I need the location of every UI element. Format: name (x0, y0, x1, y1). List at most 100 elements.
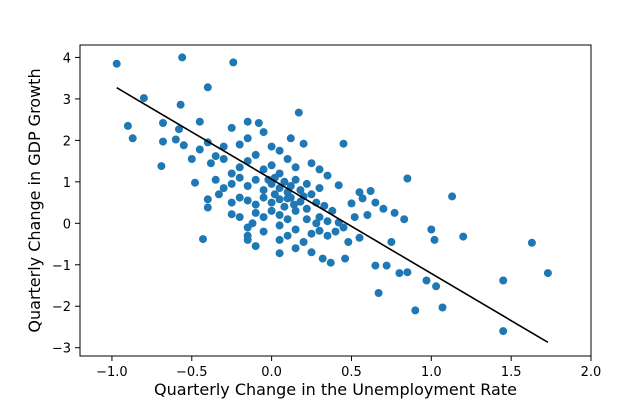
data-point (307, 190, 316, 199)
data-point (371, 261, 380, 270)
data-point (403, 174, 412, 183)
data-point (211, 152, 220, 161)
data-point (291, 244, 300, 253)
data-point (219, 184, 228, 193)
data-point (323, 217, 332, 226)
data-point (307, 229, 316, 238)
data-point (157, 162, 166, 171)
data-point (323, 231, 332, 240)
data-point (227, 210, 236, 219)
data-point (243, 196, 252, 205)
data-point (339, 223, 348, 232)
data-point (275, 249, 284, 258)
data-point (296, 197, 305, 206)
data-point (347, 199, 356, 208)
plot-frame (79, 44, 592, 357)
data-point (432, 282, 441, 291)
data-point (259, 227, 268, 236)
y-tick-label: 1 (63, 176, 71, 191)
data-point (390, 208, 399, 217)
data-point (411, 306, 420, 315)
x-axis-label: Quarterly Change in the Unemployment Rat… (154, 380, 517, 399)
data-point (123, 121, 132, 130)
data-point (219, 155, 228, 163)
data-point (422, 276, 431, 285)
data-point (296, 186, 305, 195)
data-point (291, 225, 300, 234)
data-point (259, 128, 268, 137)
data-point (203, 195, 212, 204)
data-point (275, 221, 284, 230)
x-tick-label: 1.5 (501, 365, 522, 380)
data-point (286, 182, 295, 190)
data-point (254, 119, 263, 127)
data-point (267, 161, 276, 170)
data-point (326, 258, 335, 267)
data-point (139, 94, 148, 103)
data-point (283, 215, 292, 224)
data-point (251, 200, 260, 209)
data-point (227, 123, 236, 132)
data-point (527, 238, 536, 247)
x-axis-ticks: −1.0 −0.5 0.0 0.5 1.0 1.5 2.0 (96, 356, 601, 380)
data-point (259, 165, 268, 174)
data-point (379, 204, 388, 213)
data-point (403, 268, 412, 277)
data-point (355, 233, 364, 242)
data-point (112, 59, 121, 68)
y-axis-label: Quarterly Change in GDP Growth (25, 68, 44, 332)
data-point (299, 139, 308, 148)
data-point (371, 198, 380, 207)
regression-line-group (116, 87, 549, 344)
data-point (307, 248, 316, 257)
y-tick-label: −1 (52, 259, 71, 274)
data-point (203, 203, 212, 212)
data-point (299, 238, 308, 246)
data-point (382, 261, 391, 270)
data-point (374, 289, 383, 297)
data-point (448, 192, 457, 201)
data-point (331, 227, 340, 236)
data-point (275, 235, 284, 244)
data-point (211, 175, 220, 184)
data-point (315, 226, 324, 235)
regression-line (116, 87, 549, 344)
x-tick-label: 0.0 (261, 365, 282, 380)
data-point (320, 201, 329, 210)
data-point (341, 254, 350, 263)
y-tick-label: 0 (63, 217, 71, 232)
data-point (387, 238, 396, 246)
data-point (291, 206, 300, 215)
data-point (195, 117, 204, 126)
data-point (302, 215, 311, 224)
data-point (267, 198, 276, 207)
data-point (206, 159, 215, 168)
data-point (358, 194, 367, 203)
data-point (229, 58, 238, 67)
y-tick-label: 4 (63, 51, 71, 66)
data-point (175, 125, 183, 134)
data-point (199, 235, 207, 244)
data-point (291, 163, 300, 172)
data-point (290, 200, 298, 209)
data-point (275, 146, 284, 155)
y-tick-label: 2 (63, 134, 71, 149)
data-point (291, 175, 300, 184)
x-tick-label: 0.5 (341, 365, 362, 380)
data-point (235, 213, 244, 222)
data-point (251, 175, 260, 184)
x-tick-label: −0.5 (176, 365, 208, 380)
y-tick-label: −2 (52, 300, 71, 315)
data-point (427, 225, 436, 234)
data-point (355, 188, 364, 197)
data-point (275, 195, 284, 204)
data-point (259, 213, 268, 222)
data-point (128, 134, 137, 143)
data-point (159, 119, 167, 127)
x-tick-label: −1.0 (96, 365, 128, 380)
y-tick-label: −3 (52, 342, 71, 357)
data-point (267, 206, 276, 215)
data-point (251, 242, 260, 251)
data-point (543, 269, 552, 278)
y-tick-label: 3 (63, 93, 71, 108)
